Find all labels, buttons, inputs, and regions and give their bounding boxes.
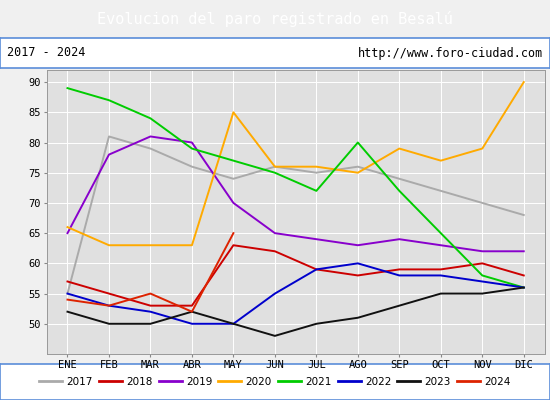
Text: 2017 - 2024: 2017 - 2024 bbox=[7, 46, 85, 60]
Legend: 2017, 2018, 2019, 2020, 2021, 2022, 2023, 2024: 2017, 2018, 2019, 2020, 2021, 2022, 2023… bbox=[35, 373, 515, 391]
Text: Evolucion del paro registrado en Besalú: Evolucion del paro registrado en Besalú bbox=[97, 11, 453, 27]
Text: http://www.foro-ciudad.com: http://www.foro-ciudad.com bbox=[358, 46, 543, 60]
